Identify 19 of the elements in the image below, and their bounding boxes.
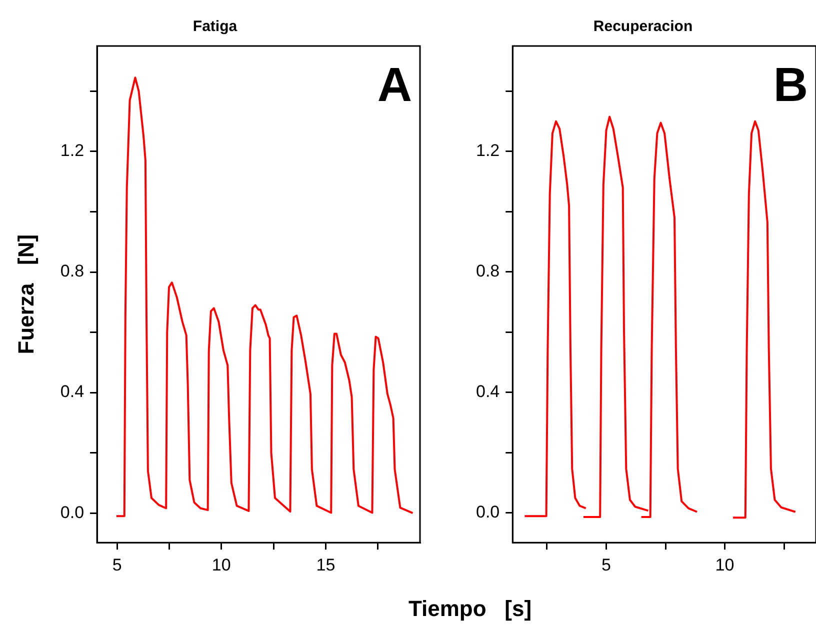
y-tick-label: 0.4 [60, 382, 84, 402]
y-axis-title: Fuerza [N] [13, 234, 38, 354]
x-tick-label: 15 [316, 555, 336, 574]
y-tick-label: 0.4 [476, 382, 500, 402]
x-tick-label: 10 [212, 555, 231, 574]
y-tick-label: 0.8 [476, 262, 500, 281]
x-axis-title: Tiempo [s] [408, 596, 532, 622]
y-tick-label: 0.0 [476, 502, 500, 522]
annotation: A [377, 59, 412, 112]
x-tick-label: 5 [112, 555, 122, 574]
y-tick-label: 1.2 [60, 141, 84, 160]
chart-title: Fatiga [192, 18, 238, 36]
x-tick-label: 10 [715, 555, 734, 574]
chart-title: Recuperacion [593, 18, 693, 36]
y-tick-label: 0.8 [60, 262, 84, 281]
annotation: B [773, 59, 808, 112]
y-tick-label: 1.2 [476, 141, 500, 160]
y-tick-label: 0.0 [60, 502, 84, 522]
x-tick-label: 5 [602, 555, 611, 574]
